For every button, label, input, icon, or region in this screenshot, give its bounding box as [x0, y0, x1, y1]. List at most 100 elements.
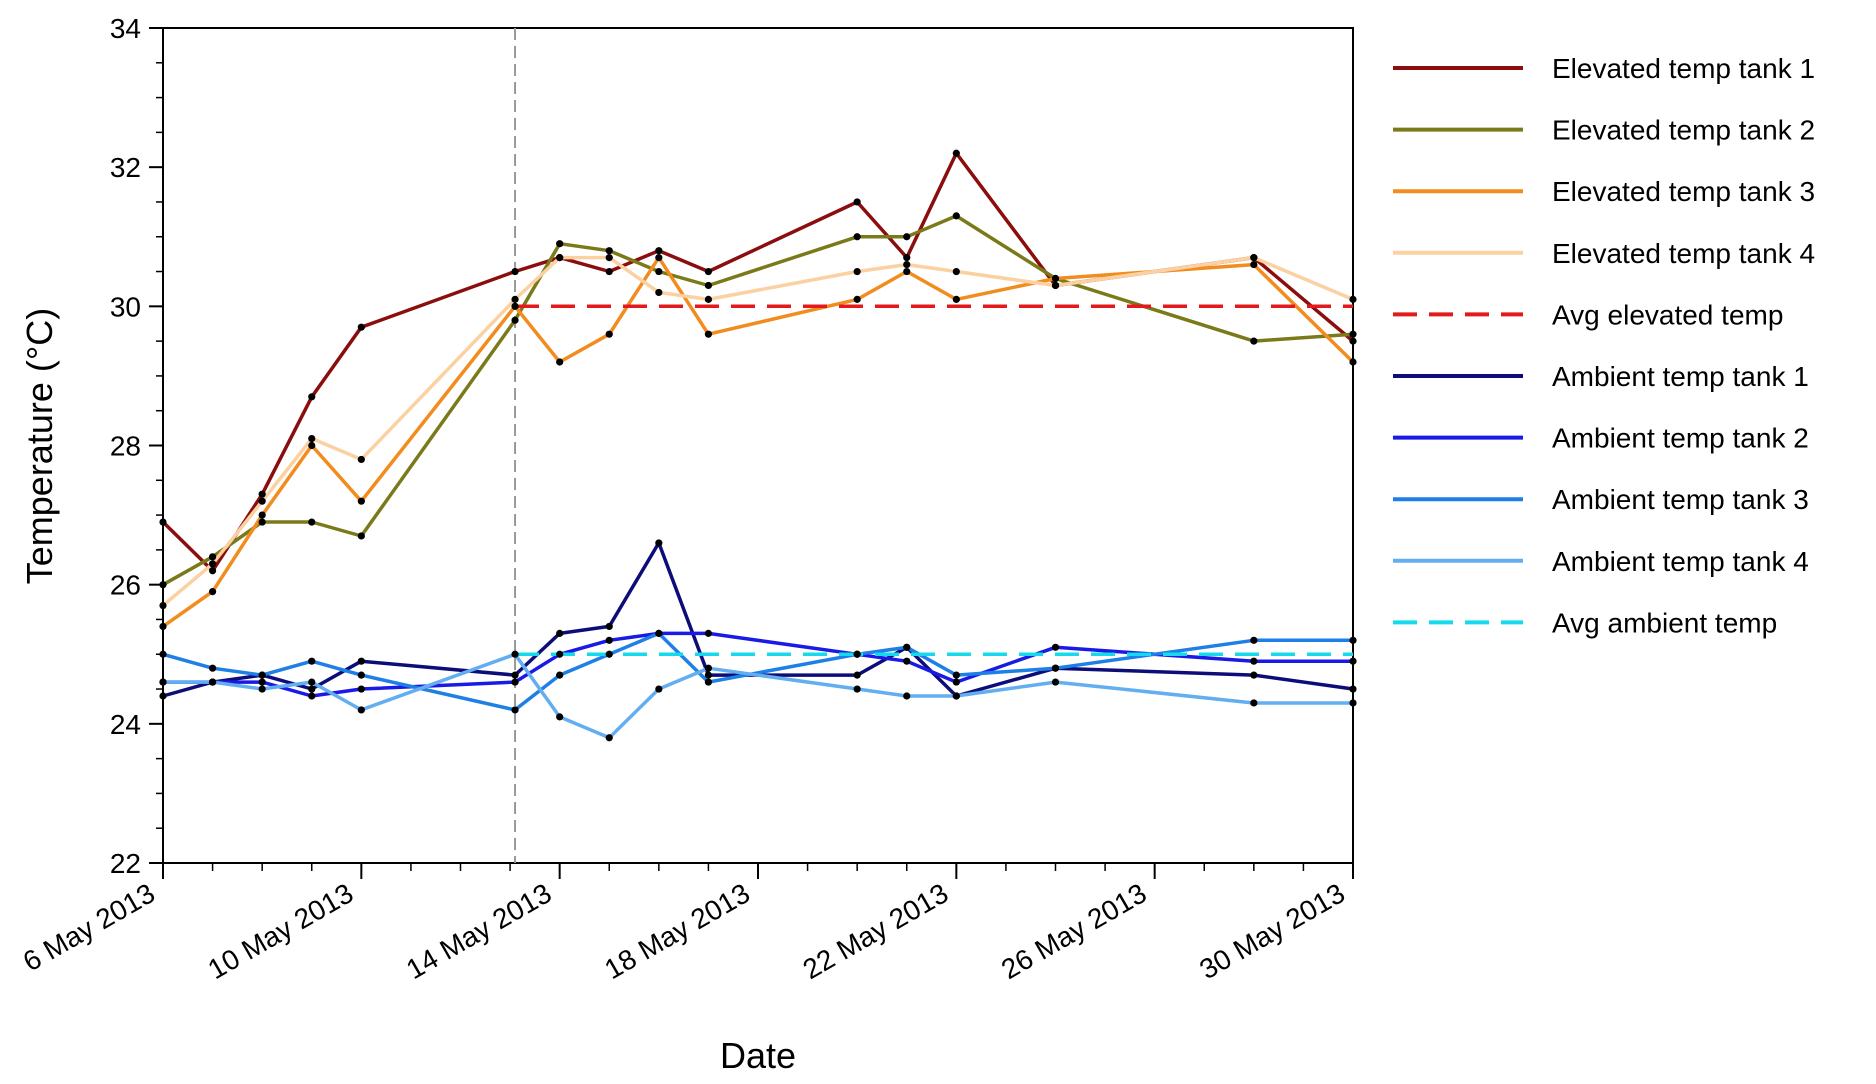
data-point: [308, 692, 316, 700]
data-point: [903, 643, 911, 651]
data-point: [208, 553, 217, 561]
data-point: [1349, 685, 1357, 693]
data-point: [308, 434, 316, 443]
data-point: [1051, 281, 1060, 290]
data-point: [556, 629, 564, 637]
y-axis: 22 24 26 28 30 32 34: [110, 13, 163, 879]
data-point: [655, 629, 663, 637]
data-point: [1250, 636, 1258, 644]
data-point: [159, 692, 167, 700]
x-tick-label: 14 May 2013: [401, 877, 557, 985]
x-tick-label: 26 May 2013: [996, 877, 1152, 985]
data-point: [952, 671, 960, 679]
data-point: [952, 212, 960, 220]
data-point: [511, 678, 519, 686]
data-point: [704, 330, 713, 338]
data-point: [556, 713, 564, 721]
data-point: [511, 267, 519, 276]
data-point: [1349, 636, 1357, 644]
series-points: [159, 149, 1357, 742]
data-point: [1250, 337, 1258, 345]
legend-label: Ambient temp tank 3: [1552, 484, 1809, 515]
series-line: [161, 151, 1355, 573]
series-line: [162, 541, 1354, 698]
data-point: [159, 581, 167, 589]
data-point: [853, 198, 861, 206]
data-point: [308, 518, 316, 526]
legend-label: Elevated temp tank 1: [1552, 53, 1815, 84]
legend-label: Elevated temp tank 2: [1552, 115, 1815, 146]
data-point: [952, 678, 960, 686]
data-point: [258, 518, 266, 526]
legend-label: Avg ambient temp: [1552, 607, 1777, 638]
y-tick-label: 30: [110, 291, 141, 322]
legend-label: Ambient temp tank 2: [1552, 423, 1809, 454]
data-point: [655, 539, 663, 547]
data-point: [605, 650, 613, 658]
data-point: [605, 636, 613, 644]
data-point: [357, 497, 365, 505]
data-point: [853, 233, 861, 241]
data-point: [903, 657, 911, 665]
x-axis: 6 May 2013 10 May 2013 14 May 2013 18 May 2…: [18, 863, 1354, 985]
data-point: [605, 267, 613, 276]
series-line: [162, 631, 1353, 712]
data-point: [1349, 699, 1357, 707]
y-tick-label: 26: [110, 570, 141, 601]
data-point: [556, 358, 564, 366]
data-point: [952, 295, 960, 303]
data-point: [308, 657, 316, 665]
data-point: [511, 650, 519, 658]
data-point: [511, 295, 519, 303]
data-point: [556, 671, 564, 679]
data-point: [1250, 699, 1258, 707]
data-point: [556, 240, 564, 248]
x-tick-label: 22 May 2013: [798, 877, 954, 985]
data-point: [357, 685, 365, 693]
data-point: [903, 692, 911, 700]
data-point: [903, 260, 911, 269]
y-tick-label: 24: [110, 709, 141, 740]
data-point: [556, 650, 564, 658]
x-tick-label: 30 May 2013: [1194, 877, 1350, 985]
data-point: [208, 664, 217, 672]
data-point: [258, 678, 266, 686]
data-point: [952, 149, 960, 157]
data-point: [704, 295, 713, 303]
y-tick-label: 22: [110, 848, 141, 879]
data-point: [1250, 671, 1258, 679]
data-point: [208, 567, 217, 575]
data-point: [258, 511, 266, 519]
data-point: [357, 706, 365, 714]
data-point: [605, 734, 613, 742]
data-point: [1051, 274, 1060, 283]
data-point: [605, 247, 613, 255]
data-point: [655, 247, 663, 255]
y-tick-label: 32: [110, 152, 141, 183]
data-point: [357, 455, 365, 464]
legend: Elevated temp tank 1 Elevated temp tank 2…: [1393, 53, 1815, 638]
data-point: [159, 622, 167, 631]
data-point: [258, 671, 266, 679]
data-point: [952, 692, 960, 700]
data-point: [605, 254, 613, 262]
data-point: [903, 267, 911, 276]
data-point: [1349, 358, 1357, 366]
data-point: [159, 650, 167, 658]
x-axis-title: Date: [720, 1035, 796, 1076]
legend-label: Ambient temp tank 4: [1552, 546, 1809, 577]
data-point: [357, 671, 365, 679]
series-lines: [161, 151, 1355, 740]
x-tick-label: 10 May 2013: [203, 877, 359, 985]
data-point: [511, 706, 519, 714]
data-point: [258, 490, 266, 498]
x-tick-label: 18 May 2013: [599, 877, 755, 985]
data-point: [511, 671, 519, 679]
data-point: [853, 685, 861, 693]
data-point: [903, 254, 911, 262]
data-point: [1051, 643, 1060, 651]
data-point: [308, 678, 316, 686]
data-point: [952, 267, 960, 276]
data-point: [357, 323, 365, 331]
